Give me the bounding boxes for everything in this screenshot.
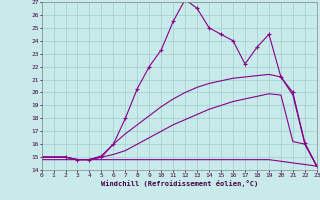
X-axis label: Windchill (Refroidissement éolien,°C): Windchill (Refroidissement éolien,°C) xyxy=(100,180,258,187)
